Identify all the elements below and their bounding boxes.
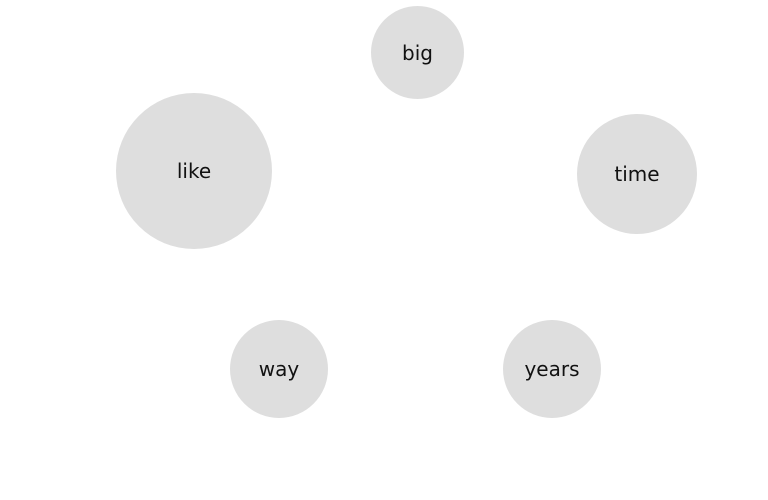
bubble-big: big — [371, 6, 464, 99]
bubble-label-way: way — [258, 357, 300, 381]
bubble-label-big: big — [402, 40, 433, 65]
bubble-label-time: time — [614, 162, 660, 186]
bubble-label-years: years — [524, 357, 580, 381]
bubble-like: like — [116, 93, 272, 249]
bubble-way: way — [230, 320, 328, 418]
bubble-label-like: like — [176, 159, 212, 183]
bubble-time: time — [577, 114, 697, 234]
bubble-years: years — [503, 320, 601, 418]
